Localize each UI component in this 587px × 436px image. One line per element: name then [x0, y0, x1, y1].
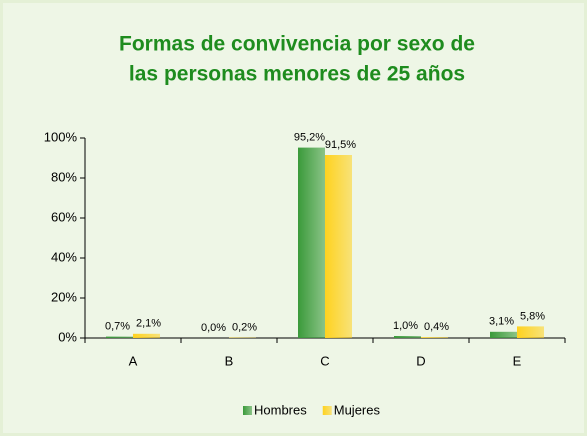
x-tick-label: E [513, 353, 522, 368]
bar [106, 336, 133, 338]
x-tick-label: B [225, 353, 234, 368]
x-tick-label: C [320, 353, 329, 368]
bar [517, 326, 544, 338]
bar [421, 337, 448, 338]
legend-label: Mujeres [334, 402, 381, 417]
value-label: 0,4% [424, 321, 449, 333]
value-label: 0,2% [232, 322, 257, 334]
y-tick-label: 0% [58, 329, 77, 344]
bar [298, 147, 325, 338]
legend-swatch [322, 406, 332, 415]
bar [325, 155, 352, 338]
y-tick-label: 20% [51, 289, 77, 304]
value-label: 0,0% [201, 322, 226, 334]
x-tick-label: A [129, 353, 138, 368]
value-label: 91,5% [325, 139, 356, 151]
y-tick-label: 60% [51, 209, 77, 224]
value-label: 95,2% [294, 132, 325, 144]
legend-label: Hombres [254, 402, 307, 417]
panel [3, 3, 584, 433]
bar [490, 331, 517, 338]
y-tick-label: 40% [51, 249, 77, 264]
chart-title: Formas de convivencia por sexo de [119, 33, 475, 56]
value-label: 1,0% [393, 320, 418, 332]
value-label: 5,8% [520, 310, 545, 322]
bar [133, 333, 160, 338]
value-label: 2,1% [136, 318, 161, 330]
y-tick-label: 80% [51, 169, 77, 184]
chart-title: las personas menores de 25 años [129, 63, 465, 86]
x-tick-label: D [416, 353, 425, 368]
legend-swatch [243, 406, 252, 415]
value-label: 3,1% [489, 316, 514, 328]
y-tick-label: 100% [44, 129, 78, 144]
value-label: 0,7% [105, 321, 130, 333]
bar [394, 336, 421, 338]
